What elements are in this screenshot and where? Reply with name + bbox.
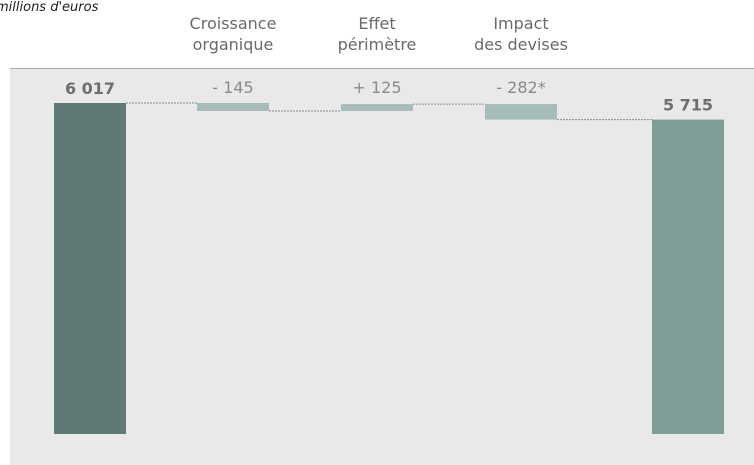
- category-label-4-line-1: Impact: [493, 14, 548, 33]
- value-label-5: 5 715: [663, 96, 713, 115]
- unit-label: millions d'euros: [0, 0, 99, 15]
- category-label-2-line-1: Croissance: [190, 14, 277, 33]
- value-label-1: 6 017: [65, 79, 115, 98]
- category-label-3-line-2: périmètre: [338, 35, 417, 54]
- bar-4: [485, 104, 557, 120]
- plot-area: [10, 68, 754, 465]
- category-label-3-line-1: Effet: [358, 14, 395, 33]
- value-label-3: + 125: [352, 78, 401, 97]
- value-label-2: - 145: [212, 78, 253, 97]
- bar-1: [54, 103, 126, 434]
- category-label-2-line-2: organique: [193, 35, 274, 54]
- bar-3: [341, 104, 413, 111]
- bar-2: [197, 103, 269, 111]
- bar-5: [652, 119, 724, 434]
- category-label-4-line-2: des devises: [474, 35, 568, 54]
- value-label-4: - 282*: [496, 78, 545, 97]
